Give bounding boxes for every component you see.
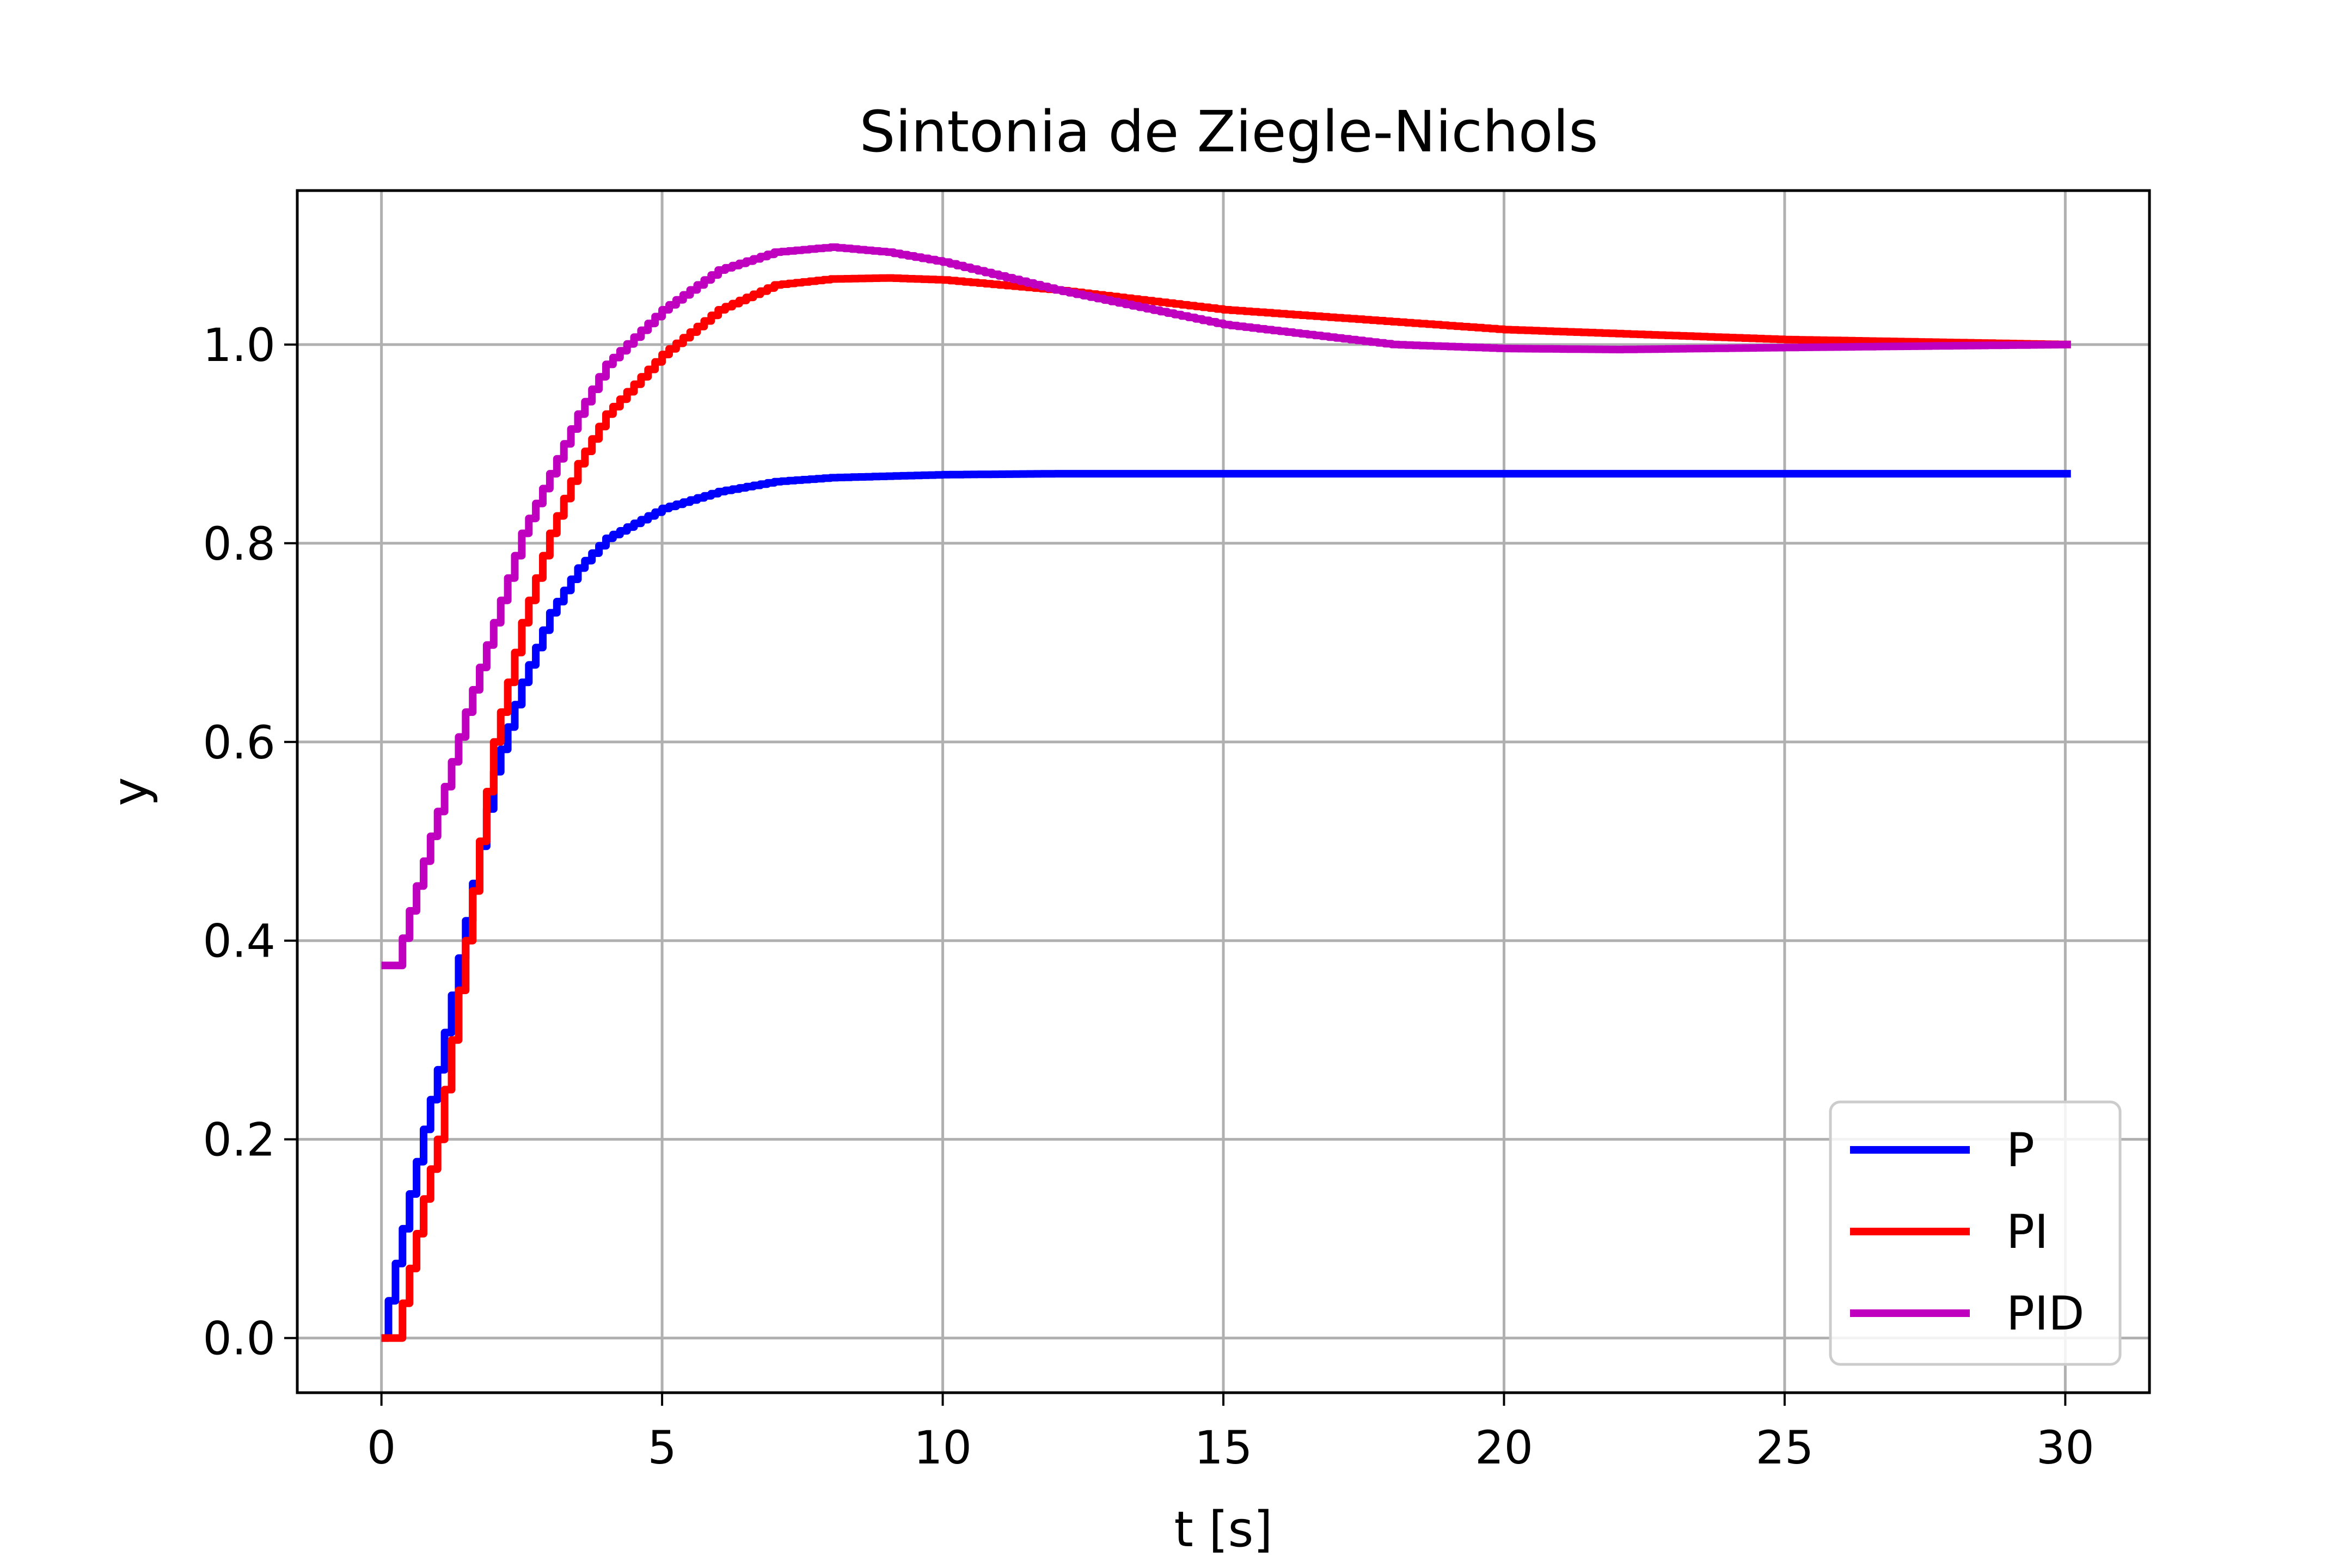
series-line-p [381,470,2071,1342]
x-tick-label: 5 [647,1421,676,1474]
x-tick-label: 20 [1475,1421,1533,1474]
grid [297,191,2149,1393]
legend-label-p: P [2006,1123,2035,1178]
legend-label-pi: PI [2006,1205,2048,1259]
legend-label-pid: PID [2006,1287,2084,1341]
x-tick-label: 15 [1195,1421,1253,1474]
series-line-pid [381,243,2071,970]
x-tick-label: 25 [1755,1421,1814,1474]
y-tick-label: 0.6 [203,716,275,769]
x-axis-label: t [s] [1174,1501,1272,1558]
y-tick-label: 0.2 [203,1113,275,1167]
x-tick-label: 30 [2036,1421,2094,1474]
legend: P PI PID [1829,1100,2122,1366]
y-tick-label: 0.0 [203,1312,275,1365]
chart-title: Sintonia de Ziegle-Nichols [860,99,1598,165]
series-group [381,243,2071,1342]
y-axis-ticks: 0.0 0.2 0.4 0.6 0.8 1.0 [203,318,297,1365]
legend-box [1829,1100,2122,1366]
y-tick-label: 0.8 [203,517,275,571]
x-tick-label: 10 [914,1421,972,1474]
y-tick-label: 1.0 [203,318,275,372]
series-line-pi [381,274,2071,1342]
y-tick-label: 0.4 [203,915,275,968]
legend-entries: P PI PID [1850,1123,2084,1341]
x-tick-label: 0 [367,1421,396,1474]
x-axis-ticks: 0 5 10 15 20 25 30 [367,1393,2094,1474]
y-axis-label: y [102,777,159,806]
